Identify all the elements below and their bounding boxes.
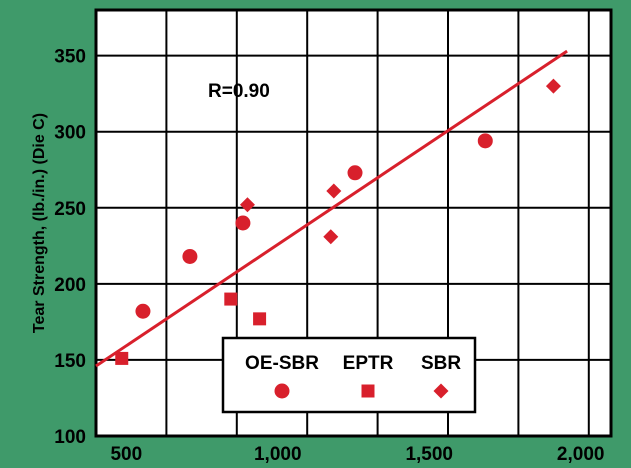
y-tick-label: 200 <box>54 275 86 296</box>
y-tick-label: 300 <box>54 123 86 144</box>
y-tick-label: 100 <box>54 427 86 448</box>
x-tick-labels: 500 1,000 1,500 2,000 <box>110 444 604 465</box>
data-point-circle <box>135 303 151 319</box>
data-point-circle <box>347 165 363 181</box>
legend: OE-SBR EPTR SBR <box>221 336 477 414</box>
y-tick-labels: 100 150 200 250 300 350 <box>54 47 86 448</box>
legend-label-oe-sbr: OE-SBR <box>245 353 319 374</box>
data-point-square <box>115 351 129 365</box>
data-point-circle <box>477 133 493 149</box>
data-point-diamond <box>323 229 339 245</box>
data-point-circle <box>235 215 251 231</box>
legend-marker-square <box>361 384 375 398</box>
legend-label-sbr: SBR <box>421 353 461 374</box>
data-points <box>115 78 561 365</box>
grid-lines <box>96 10 611 436</box>
legend-markers <box>274 383 449 399</box>
legend-label-eptr: EPTR <box>343 353 394 374</box>
trend-line <box>95 49 568 368</box>
y-tick-label: 350 <box>54 47 86 68</box>
legend-marker-circle <box>274 383 290 399</box>
y-axis-label: Tear Strength, (lb./in.) (Die C) <box>31 113 48 333</box>
correlation-annotation: R=0.90 <box>208 81 270 102</box>
x-tick-label: 500 <box>110 444 142 465</box>
y-tick-label: 150 <box>54 351 86 372</box>
x-tick-label: 1,000 <box>254 444 302 465</box>
x-tick-label: 2,000 <box>557 444 605 465</box>
x-tick-label: 1,500 <box>405 444 453 465</box>
data-point-diamond <box>545 78 561 94</box>
legend-box <box>221 336 477 414</box>
legend-marker-diamond <box>433 383 449 399</box>
data-point-circle <box>182 248 198 264</box>
data-point-square <box>224 292 238 306</box>
data-point-square <box>253 312 267 326</box>
data-point-diamond <box>326 183 342 199</box>
y-tick-label: 250 <box>54 199 86 220</box>
data-point-diamond <box>239 197 255 213</box>
